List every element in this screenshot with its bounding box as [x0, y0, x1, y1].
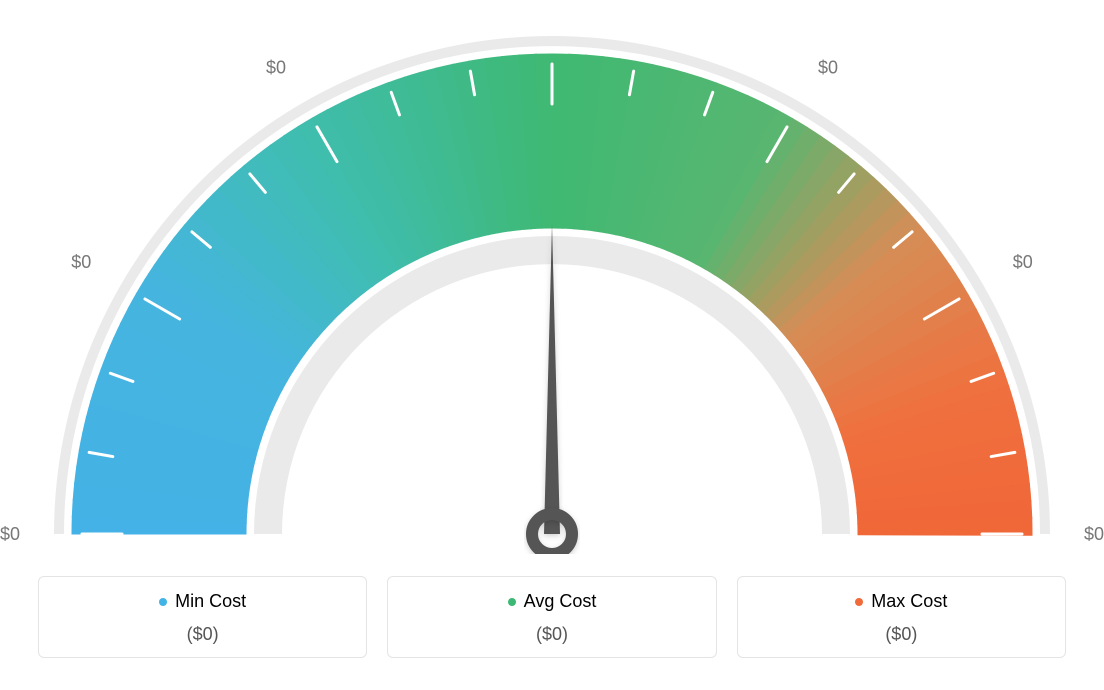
legend-dot-min	[159, 598, 167, 606]
gauge-tick-label: $0	[1013, 252, 1033, 272]
gauge-tick-label: $0	[818, 57, 838, 77]
gauge-chart: $0$0$0$0$0$0$0	[0, 14, 1104, 554]
cost-gauge-container: $0$0$0$0$0$0$0 Min Cost ($0) Avg Cost ($…	[0, 0, 1104, 690]
legend-label-avg: Avg Cost	[524, 591, 597, 612]
gauge-tick-label: $0	[266, 57, 286, 77]
gauge-tick-label: $0	[71, 252, 91, 272]
legend-value-avg: ($0)	[398, 624, 705, 645]
legend-label-min: Min Cost	[175, 591, 246, 612]
legend-title-avg: Avg Cost	[508, 591, 597, 612]
legend-label-max: Max Cost	[871, 591, 947, 612]
gauge-needle	[544, 224, 560, 534]
legend-value-min: ($0)	[49, 624, 356, 645]
legend-dot-avg	[508, 598, 516, 606]
gauge-svg: $0$0$0$0$0$0$0	[0, 14, 1104, 554]
legend-dot-max	[855, 598, 863, 606]
legend-row: Min Cost ($0) Avg Cost ($0) Max Cost ($0…	[38, 576, 1066, 658]
gauge-tick-label: $0	[1084, 524, 1104, 544]
legend-title-max: Max Cost	[855, 591, 947, 612]
legend-value-max: ($0)	[748, 624, 1055, 645]
legend-card-max: Max Cost ($0)	[737, 576, 1066, 658]
legend-card-min: Min Cost ($0)	[38, 576, 367, 658]
gauge-tick-label: $0	[0, 524, 20, 544]
legend-card-avg: Avg Cost ($0)	[387, 576, 716, 658]
legend-title-min: Min Cost	[159, 591, 246, 612]
